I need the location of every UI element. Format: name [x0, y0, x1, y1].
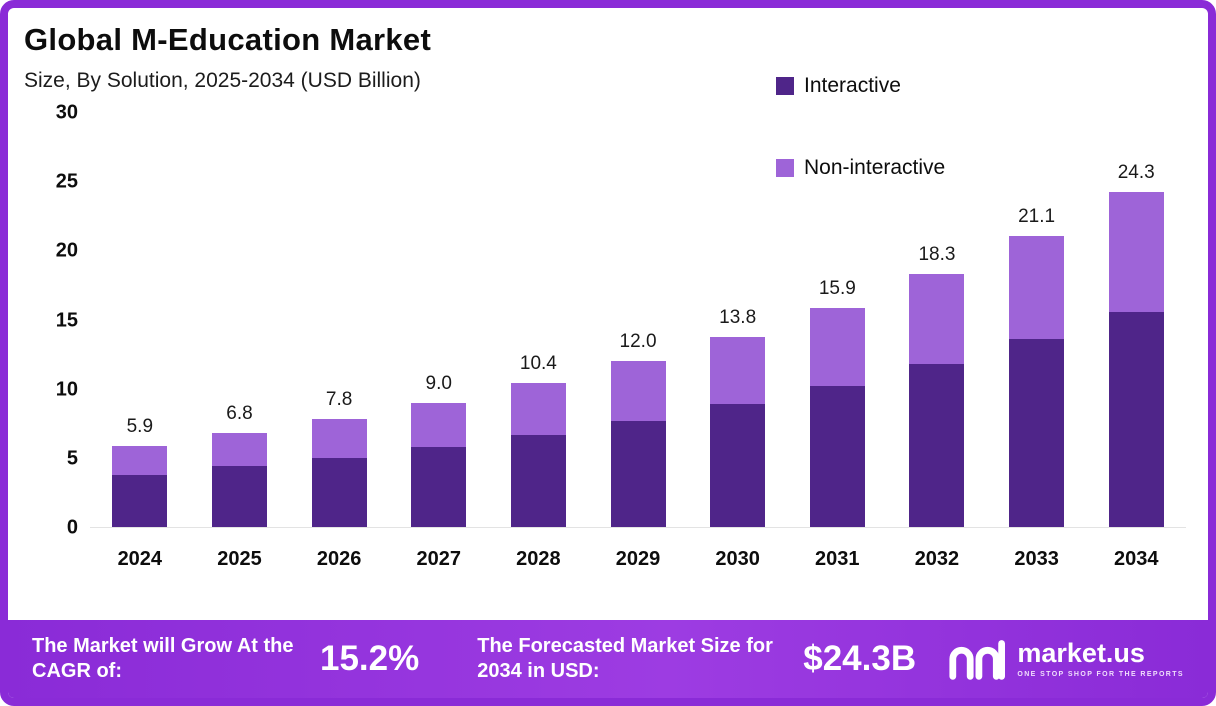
- chart-section: Global M-Education Market Size, By Solut…: [8, 8, 1208, 620]
- bar-total-label-2031: 15.9: [818, 277, 856, 299]
- x-tick-2027: 2027: [416, 548, 461, 570]
- bar-segment-non-interactive-2027[interactable]: [411, 402, 467, 447]
- bar-group-2030: 13.8: [688, 113, 788, 527]
- x-tick-2028: 2028: [516, 548, 561, 570]
- plot-wrap: 5.9 6.8 7.8 9.0 10.4 12.0 13.8 15.9 18.3 21.1 24.3…: [90, 113, 1186, 579]
- forecast-value: $24.3B: [803, 639, 917, 678]
- bar-segment-interactive-2034[interactable]: [1108, 311, 1164, 527]
- y-tick-5: 5: [66, 447, 78, 470]
- bar-total-label-2026: 7.8: [325, 389, 353, 411]
- bar-total-label-2028: 10.4: [519, 353, 557, 375]
- bar-group-2032: 18.3: [887, 113, 987, 527]
- forecast-label: The Forecasted Market Size for 2034 in U…: [477, 635, 773, 682]
- bar-total-label-2034: 24.3: [1117, 161, 1155, 183]
- market-us-logo: market.us ONE STOP SHOP FOR THE REPORTS: [947, 637, 1184, 681]
- bar-group-2034: 24.3: [1086, 113, 1186, 527]
- y-axis: 0 5 10 15 20 25 30: [24, 102, 90, 539]
- legend-item-non-interactive: Non-interactive: [776, 156, 945, 180]
- logo-text: market.us: [1017, 638, 1145, 668]
- cagr-value: 15.2%: [320, 639, 420, 678]
- bar-stack-2032: [909, 274, 965, 527]
- bar-group-2028: 10.4: [489, 113, 589, 527]
- bar-stack-2031: [809, 307, 865, 527]
- x-tick-2033: 2033: [1014, 548, 1059, 570]
- bar-group-2031: 15.9: [787, 113, 887, 527]
- bar-segment-non-interactive-2031[interactable]: [809, 307, 865, 387]
- page-title: Global M-Education Market: [24, 22, 432, 57]
- y-tick-10: 10: [55, 378, 78, 401]
- bar-total-label-2024: 5.9: [126, 415, 154, 437]
- bar-segment-non-interactive-2034[interactable]: [1108, 191, 1164, 312]
- bar-group-2024: 5.9: [90, 113, 190, 527]
- bar-segment-interactive-2025[interactable]: [211, 466, 267, 527]
- bar-total-label-2025: 6.8: [226, 403, 253, 425]
- legend-label-interactive: Interactive: [804, 74, 901, 97]
- bar-segment-non-interactive-2029[interactable]: [610, 361, 666, 421]
- x-tick-2034: 2034: [1113, 548, 1159, 570]
- bar-segment-interactive-2033[interactable]: [1009, 339, 1065, 527]
- x-tick-2030: 2030: [715, 548, 760, 570]
- bar-stack-2030: [710, 336, 766, 527]
- bar-total-label-2027: 9.0: [425, 372, 452, 394]
- bar-segment-non-interactive-2033[interactable]: [1009, 235, 1065, 340]
- x-tick-2029: 2029: [615, 548, 661, 570]
- plot-area: 5.9 6.8 7.8 9.0 10.4 12.0 13.8 15.9 18.3 21.1 24.3: [90, 113, 1186, 528]
- bar-segment-interactive-2024[interactable]: [112, 474, 168, 527]
- x-tick-2024: 2024: [117, 548, 163, 570]
- bar-stack-2034: [1108, 191, 1164, 527]
- legend-label-non-interactive: Non-interactive: [804, 156, 946, 179]
- bar-group-2033: 21.1: [987, 113, 1087, 527]
- bar-stack-2026: [311, 419, 367, 527]
- logo-tagline: ONE STOP SHOP FOR THE REPORTS: [1017, 671, 1184, 678]
- bar-total-label-2030: 13.8: [719, 306, 757, 328]
- x-tick-2025: 2025: [217, 548, 262, 570]
- y-tick-0: 0: [66, 516, 78, 539]
- bar-group-2027: 9.0: [389, 113, 489, 527]
- x-tick-2032: 2032: [914, 548, 960, 570]
- footer-banner: The Market will Grow At the CAGR of: 15.…: [8, 620, 1208, 698]
- legend-item-interactive: Interactive: [776, 74, 945, 98]
- market-us-logo-icon: [949, 640, 1006, 680]
- bar-group-2026: 7.8: [289, 113, 389, 527]
- y-tick-25: 25: [55, 170, 78, 193]
- bar-stack-2027: [411, 402, 467, 527]
- bar-segment-non-interactive-2030[interactable]: [710, 336, 766, 405]
- x-tick-2031: 2031: [815, 548, 860, 570]
- bar-segment-non-interactive-2024[interactable]: [112, 445, 168, 475]
- legend: Interactive Non-interactive: [776, 74, 945, 180]
- bar-total-label-2033: 21.1: [1018, 205, 1056, 227]
- bar-segment-non-interactive-2032[interactable]: [909, 274, 965, 365]
- legend-swatch-interactive: [776, 77, 794, 95]
- bar-group-2025: 6.8: [190, 113, 290, 527]
- bar-group-2029: 12.0: [588, 113, 688, 527]
- x-tick-2026: 2026: [316, 548, 362, 570]
- x-axis: 2024 2025 2026 2027 2028 2029 2030 2031 2032 2033…: [90, 548, 1186, 579]
- bar-stack-2033: [1009, 235, 1065, 527]
- legend-swatch-non-interactive: [776, 159, 794, 177]
- cagr-label: The Market will Grow At the CAGR of:: [32, 635, 294, 682]
- bar-stack-2029: [610, 361, 666, 527]
- bar-total-label-2032: 18.3: [918, 244, 956, 266]
- logo-text-block: market.us ONE STOP SHOP FOR THE REPORTS: [1017, 638, 1184, 679]
- bar-stack-2024: [112, 445, 168, 527]
- y-tick-20: 20: [55, 239, 78, 262]
- bar-segment-interactive-2029[interactable]: [610, 420, 666, 527]
- bar-segment-interactive-2027[interactable]: [411, 446, 467, 527]
- bar-segment-non-interactive-2025[interactable]: [211, 433, 267, 467]
- bar-segment-interactive-2030[interactable]: [710, 404, 766, 527]
- y-tick-30: 30: [55, 101, 78, 124]
- bar-total-label-2029: 12.0: [619, 331, 657, 353]
- bar-segment-interactive-2028[interactable]: [510, 434, 566, 527]
- bar-segment-non-interactive-2026[interactable]: [311, 419, 367, 459]
- y-tick-15: 15: [55, 309, 78, 331]
- bar-stack-2028: [510, 383, 566, 527]
- bar-stack-2025: [211, 433, 267, 527]
- bar-segment-interactive-2031[interactable]: [809, 386, 865, 527]
- bar-segment-non-interactive-2028[interactable]: [510, 383, 566, 435]
- chart-body: 0 5 10 15 20 25 30 5.9 6.8 7.8 9.0 10.4 12.0 13.8 15.…: [24, 102, 1186, 579]
- bar-segment-interactive-2032[interactable]: [909, 364, 965, 527]
- bar-segment-interactive-2026[interactable]: [311, 458, 367, 527]
- page-subtitle: Size, By Solution, 2025-2034 (USD Billio…: [24, 69, 421, 92]
